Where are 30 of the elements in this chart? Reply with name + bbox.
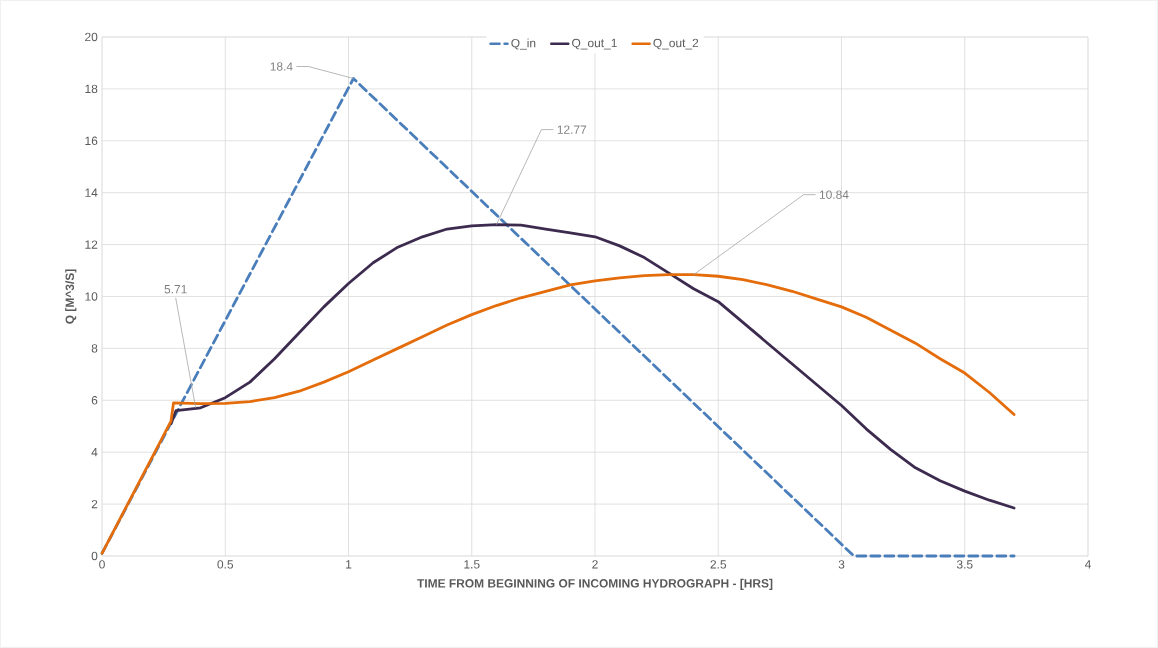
x-tick-label: 0	[99, 560, 105, 569]
y-tick-label: 8	[91, 344, 98, 353]
x-tick-label: 3.5	[956, 560, 973, 569]
annotation: 5.71	[164, 285, 187, 294]
legend-label: Q_in	[511, 38, 536, 50]
y-tick-label: 20	[85, 32, 98, 42]
x-tick-label: 1.5	[464, 560, 480, 569]
x-tick-label: 2	[592, 560, 598, 569]
x-tick-label: 4	[1084, 560, 1091, 569]
y-tick-label: 14	[85, 188, 98, 197]
annotation: 10.84	[819, 190, 849, 199]
y-tick-label: 4	[91, 448, 98, 457]
y-tick-label: 10	[85, 292, 98, 301]
x-tick-label: 1	[346, 560, 352, 569]
annotation: 12.77	[557, 125, 587, 134]
y-tick-label: 16	[85, 136, 98, 146]
y-tick-label: 18	[85, 84, 98, 94]
y-tick-label: 12	[85, 240, 98, 249]
x-tick-label: 3	[838, 560, 845, 569]
y-tick-label: 2	[91, 499, 98, 509]
legend-label: Q_out_2	[653, 38, 699, 50]
x-axis-title: TIME FROM BEGINNING OF INCOMING HYDROGRAPH - [HRS]	[417, 578, 773, 590]
annotation: 18.4	[270, 62, 293, 71]
legend-label: Q_out_1	[572, 38, 617, 50]
y-axis-title: Q [M^3/S]	[65, 269, 77, 324]
x-tick-label: 2.5	[710, 560, 727, 569]
y-tick-label: 0	[91, 551, 98, 561]
line-series	[100, 273, 1016, 555]
x-tick-label: 0.5	[217, 560, 234, 569]
y-tick-label: 6	[91, 396, 98, 405]
